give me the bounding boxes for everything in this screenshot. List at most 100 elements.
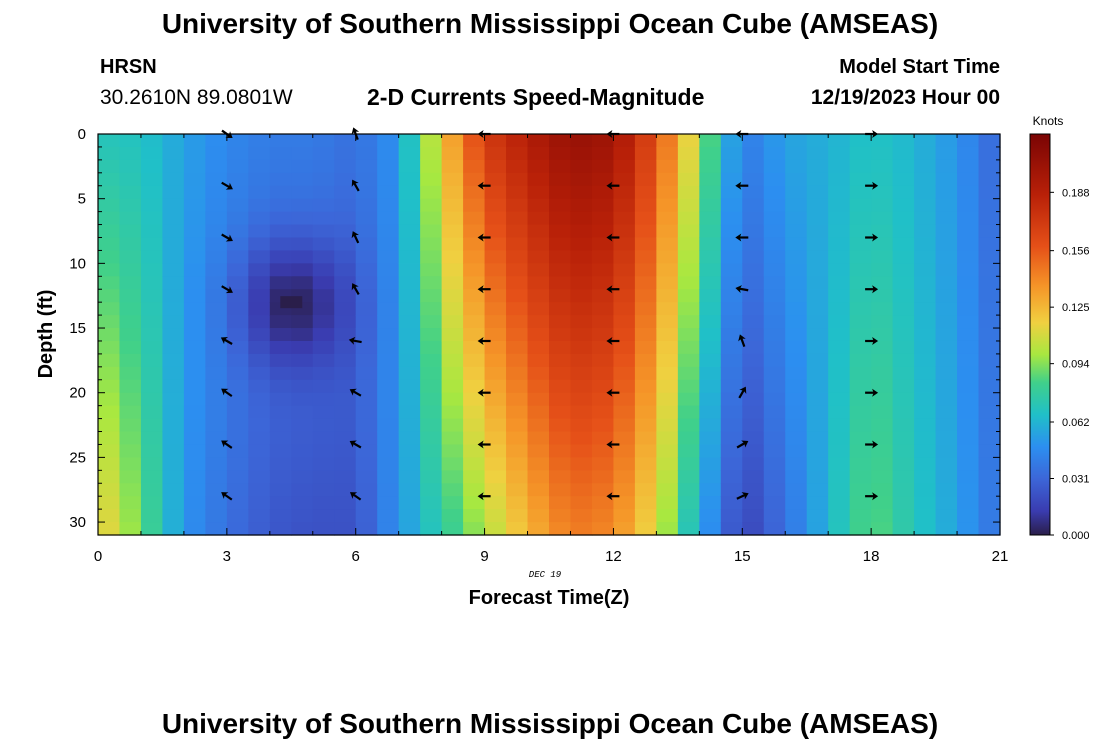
heatmap-cell [140,289,164,303]
heatmap-cell [140,366,164,381]
heatmap-cell [742,315,765,329]
heatmap-cell [656,289,679,303]
heatmap-cell [763,315,786,329]
heatmap-cell [785,328,808,342]
heatmap-cell [334,198,357,213]
heatmap-cell [978,250,1001,264]
heatmap-cell [463,353,486,368]
current-arrow [351,179,360,192]
heatmap-cell [398,405,421,420]
heatmap-cell [957,328,980,342]
heatmap-cell [162,405,185,420]
heatmap-cell [140,185,164,200]
heatmap-cell [935,159,958,174]
heatmap-cell [613,457,636,471]
heatmap-cell [613,483,636,497]
current-arrow [606,492,620,501]
heatmap-cell [312,431,335,446]
heatmap-cell [978,470,1001,484]
heatmap-cell [398,250,421,264]
heatmap-cell [549,431,572,446]
heatmap-cell [914,198,937,213]
heatmap-cell [226,366,249,381]
heatmap-cell [269,172,292,187]
heatmap-cell [591,211,615,226]
heatmap-cell [226,146,249,161]
heatmap-cell [763,353,786,368]
footer-title: University of Southern Mississippi Ocean… [161,708,939,739]
heatmap-cell [677,263,700,277]
heatmap-cell [742,237,765,252]
heatmap-cell [248,457,271,471]
heatmap-cell [914,483,937,497]
heatmap-cell [570,185,593,200]
heatmap-cell [699,224,722,239]
heatmap-cell [183,289,206,303]
heatmap-cell [334,159,357,174]
heatmap-cell [463,172,486,187]
heatmap-cell [656,418,679,433]
heatmap-cell [420,250,443,264]
heatmap-cell [613,366,636,381]
heatmap-cell [871,302,894,316]
heatmap-cell [699,134,722,148]
heatmap-cell [183,134,206,148]
heatmap-cell [441,276,464,290]
heatmap-cell [742,418,765,433]
heatmap-cell [248,405,271,420]
current-arrow [865,492,879,501]
heatmap-cell [849,237,872,252]
heatmap-cell [828,172,851,187]
heatmap-cell [613,353,636,368]
current-arrow [738,334,746,348]
heatmap-cell [785,418,808,433]
heatmap-cell [720,250,743,264]
heatmap-cell [119,276,142,290]
heatmap-cell [269,522,292,536]
heatmap-cell [377,146,400,161]
heatmap-cell [591,522,615,536]
heatmap-cell [613,418,636,433]
heatmap-cell [506,146,529,161]
heatmap-cell [291,340,314,355]
heatmap-cell [140,159,164,174]
heatmap-cell [140,134,164,148]
heatmap-cell [656,198,679,213]
heatmap-cell [785,224,808,239]
heatmap-cell [484,198,507,213]
heatmap-cell [183,483,206,497]
heatmap-cell [634,172,657,187]
heatmap-cell [334,224,357,239]
heatmap-cell [914,328,937,342]
heatmap-cell [269,379,292,394]
heatmap-cell [914,250,937,264]
heatmap-cell [291,496,314,510]
heatmap-cell [98,224,121,239]
heatmap-cell [613,237,636,252]
heatmap-cell [849,146,872,161]
heatmap-cell [420,172,443,187]
heatmap-cell [591,263,615,277]
heatmap-cell [828,366,851,381]
heatmap-cell [978,457,1001,471]
heatmap-cell [98,185,121,200]
x-tick-label: 12 [605,548,622,565]
heatmap-cell [291,276,314,290]
heatmap-cell [98,315,121,329]
date-label: DEC 19 [529,570,562,580]
heatmap-cell [570,134,593,148]
heatmap-cell [398,185,421,200]
heatmap-cell [720,418,743,433]
heatmap-cell [98,302,121,316]
heatmap-cell [914,185,937,200]
heatmap-cell [484,366,507,381]
heatmap-cell [763,470,786,484]
heatmap-cell [98,353,121,368]
heatmap-cell [699,250,722,264]
heatmap-cell [549,470,572,484]
heatmap-cell [441,353,464,368]
heatmap-cell [484,340,507,355]
heatmap-cell [892,457,915,471]
heatmap-cell [291,457,314,471]
heatmap-cell [98,405,121,420]
